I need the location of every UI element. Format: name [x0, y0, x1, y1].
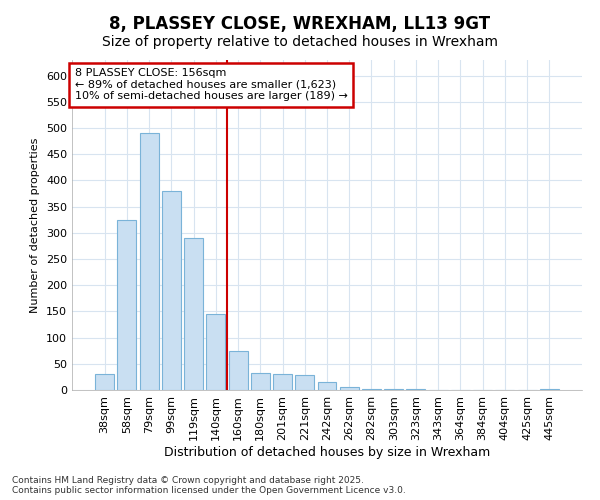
Bar — [317, 382, 337, 390]
Bar — [206, 314, 225, 390]
Bar — [184, 238, 203, 390]
Bar — [140, 134, 158, 390]
Y-axis label: Number of detached properties: Number of detached properties — [31, 138, 40, 312]
Bar — [340, 388, 359, 390]
Bar — [162, 191, 181, 390]
Bar — [95, 374, 114, 390]
Text: 8 PLASSEY CLOSE: 156sqm
← 89% of detached houses are smaller (1,623)
10% of semi: 8 PLASSEY CLOSE: 156sqm ← 89% of detache… — [74, 68, 347, 102]
Bar — [251, 373, 270, 390]
Bar — [229, 350, 248, 390]
Bar — [362, 389, 381, 390]
Bar — [118, 220, 136, 390]
X-axis label: Distribution of detached houses by size in Wrexham: Distribution of detached houses by size … — [164, 446, 490, 458]
Text: 8, PLASSEY CLOSE, WREXHAM, LL13 9GT: 8, PLASSEY CLOSE, WREXHAM, LL13 9GT — [109, 15, 491, 33]
Bar — [273, 374, 292, 390]
Bar — [295, 376, 314, 390]
Text: Contains HM Land Registry data © Crown copyright and database right 2025.
Contai: Contains HM Land Registry data © Crown c… — [12, 476, 406, 495]
Text: Size of property relative to detached houses in Wrexham: Size of property relative to detached ho… — [102, 35, 498, 49]
